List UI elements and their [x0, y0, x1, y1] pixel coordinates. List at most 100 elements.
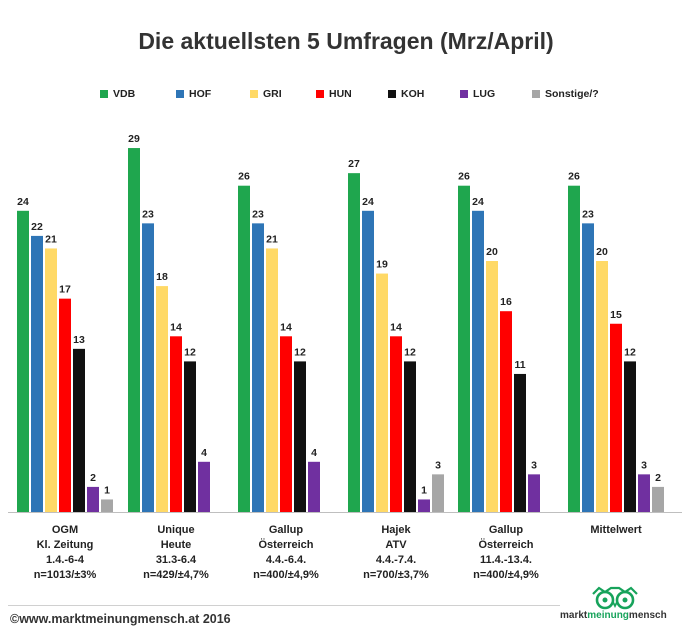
brand-part-1: markt	[560, 610, 588, 621]
bar	[87, 486, 99, 512]
data-label: 17	[59, 284, 71, 296]
bar	[59, 298, 71, 512]
bar	[514, 373, 526, 512]
data-label: 18	[156, 271, 168, 283]
legend-swatch	[100, 90, 108, 98]
category-label: 31.3-6.4	[156, 554, 197, 566]
bar	[624, 361, 636, 512]
data-label: 4	[201, 447, 207, 459]
bar	[17, 210, 29, 513]
category-label: Kl. Zeitung	[37, 539, 94, 551]
data-label: 19	[376, 259, 388, 271]
bar	[582, 223, 594, 512]
copyright-footer: ©www.marktmeinungmensch.at 2016	[10, 612, 231, 626]
bar-group: 27 24 19 14 12 1 3	[348, 158, 444, 513]
bar	[308, 461, 320, 512]
bar	[472, 210, 484, 513]
data-label: 4	[311, 447, 317, 459]
bar	[266, 248, 278, 512]
legend-label: HOF	[189, 88, 212, 100]
legend-swatch	[176, 90, 184, 98]
bar-group: 26 23 21 14 12 4	[238, 171, 320, 512]
category-label: n=700/±3,7%	[363, 569, 429, 581]
category-label: Gallup	[489, 524, 524, 536]
owl-logo-icon	[592, 586, 638, 610]
data-label: 2	[90, 472, 96, 484]
data-label: 14	[170, 321, 182, 333]
bar	[376, 273, 388, 512]
data-label: 24	[17, 196, 29, 208]
category-label: ATV	[385, 539, 407, 551]
legend-label: GRI	[263, 88, 282, 100]
bar	[528, 474, 540, 512]
bar	[638, 474, 650, 512]
category-label: Gallup	[269, 524, 304, 536]
category-label: n=429/±4,7%	[143, 569, 209, 581]
data-label: 23	[252, 208, 264, 220]
category-label: 4.4.-6.4.	[266, 554, 306, 566]
bar	[390, 336, 402, 512]
bar	[404, 361, 416, 512]
bar	[156, 286, 168, 512]
data-label: 29	[128, 133, 140, 145]
data-label: 1	[421, 484, 427, 496]
brand-part-2: meinung	[587, 610, 629, 621]
category-label: Hajek	[381, 524, 411, 536]
bar	[142, 223, 154, 512]
bar	[170, 336, 182, 512]
bar	[362, 210, 374, 513]
legend-label: HUN	[329, 88, 352, 100]
category-label: OGM	[52, 524, 78, 536]
category-label: Österreich	[478, 538, 533, 551]
legend-swatch	[316, 90, 324, 98]
data-label: 12	[294, 346, 306, 358]
legend-label: VDB	[113, 88, 136, 100]
legend-label: KOH	[401, 88, 425, 100]
data-label: 14	[390, 321, 402, 333]
data-label: 24	[362, 196, 374, 208]
bar	[418, 499, 430, 512]
data-label: 26	[458, 171, 470, 183]
chart-title: Die aktuellsten 5 Umfragen (Mrz/April)	[138, 28, 554, 54]
legend-label: LUG	[473, 88, 496, 100]
data-label: 21	[266, 233, 278, 245]
bar	[45, 248, 57, 512]
data-label: 21	[45, 233, 57, 245]
data-label: 2	[655, 472, 661, 484]
data-label: 24	[472, 196, 484, 208]
bar	[101, 499, 113, 512]
category-label: Mittelwert	[590, 524, 642, 536]
data-label: 12	[624, 346, 636, 358]
legend-swatch	[250, 90, 258, 98]
bar	[294, 361, 306, 512]
category-label: Heute	[161, 539, 192, 551]
data-label: 13	[73, 334, 85, 346]
data-label: 23	[582, 208, 594, 220]
data-label: 16	[500, 296, 512, 308]
data-label: 26	[238, 171, 250, 183]
brand-part-3: mensch	[628, 610, 667, 621]
category-label: 1.4.-6-4	[46, 554, 85, 566]
data-label: 12	[184, 346, 196, 358]
legend-swatch	[460, 90, 468, 98]
bar	[348, 173, 360, 512]
bar	[432, 474, 444, 512]
data-label: 20	[596, 246, 608, 258]
bar	[500, 311, 512, 512]
bar	[652, 486, 664, 512]
bar	[184, 361, 196, 512]
bar	[458, 185, 470, 512]
legend-swatch	[388, 90, 396, 98]
legend-label: Sonstige/?	[545, 88, 599, 100]
bar-group: 26 24 20 16 11 3	[458, 171, 540, 513]
bar	[128, 148, 140, 513]
category-label: n=1013/±3%	[34, 569, 97, 581]
category-label: n=400/±4,9%	[473, 569, 539, 581]
bar	[238, 185, 250, 512]
bar	[198, 461, 210, 512]
data-label: 15	[610, 309, 622, 321]
category-label: Österreich	[258, 538, 313, 551]
